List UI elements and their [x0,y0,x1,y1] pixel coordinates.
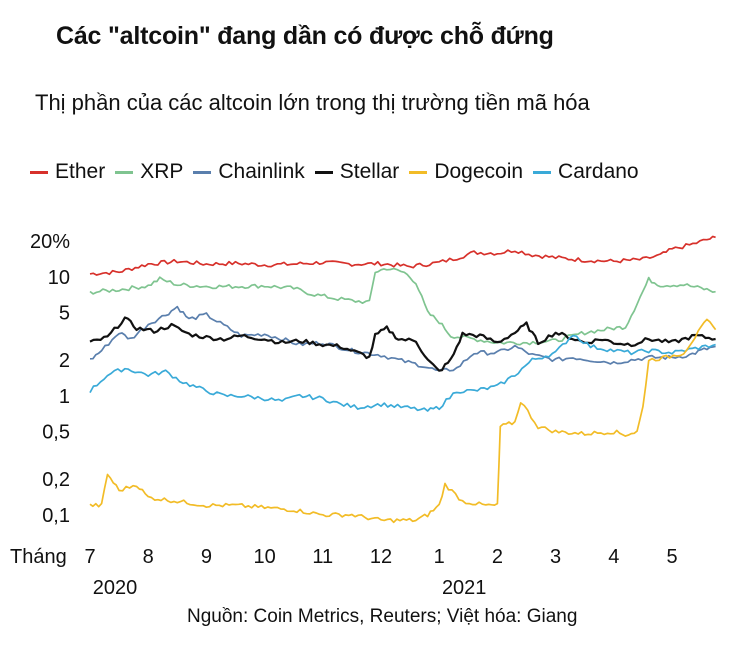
y-tick-label: 2 [59,350,70,372]
legend-item-dogecoin: Dogecoin [409,160,523,184]
x-year-label: 2020 [93,577,138,599]
series-line-dogecoin [89,318,717,524]
legend-swatch-stellar [314,170,333,174]
source-note: Nguồn: Coin Metrics, Reuters; Việt hóa: … [187,606,578,627]
legend-item-xrp: XRP [115,160,183,184]
x-axis-prefix: Tháng [10,546,67,568]
legend-label-xrp: XRP [140,160,184,183]
legend-label-chainlink: Chainlink [218,160,305,183]
legend-swatch-dogecoin [409,170,428,174]
legend-label-dogecoin: Dogecoin [434,160,524,183]
y-tick-label: 10 [48,267,70,289]
x-tick-label: 7 [84,546,95,568]
series-line-ether [89,235,716,276]
legend-swatch-chainlink [193,170,212,174]
x-tick-label: 3 [550,546,561,568]
chart-subtitle: Thị phần của các altcoin lớn trong thị t… [35,90,590,115]
series-line-xrp [89,267,716,346]
legend-swatch-cardano [533,170,552,174]
y-tick-label: 20% [30,231,70,253]
chart-title: Các "altcoin" đang dần có được chỗ đứng [56,22,554,50]
legend-label-ether: Ether [55,160,106,183]
legend-item-cardano: Cardano [533,160,639,184]
x-tick-label: 5 [666,546,677,568]
x-year-label: 2021 [442,577,487,599]
y-tick-label: 5 [59,303,70,325]
x-tick-label: 8 [143,546,154,568]
legend-item-ether: Ether [30,160,105,184]
legend-swatch-xrp [115,170,134,174]
legend-label-stellar: Stellar [339,160,400,183]
y-tick-label: 0,5 [42,422,70,444]
series-line-stellar [89,316,716,372]
legend-label-cardano: Cardano [558,160,639,183]
x-tick-label: 1 [434,546,445,568]
series-line-cardano [89,334,716,412]
legend: Ether XRP Chainlink Stellar Dogecoin Car… [30,157,649,187]
x-tick-label: 4 [608,546,619,568]
series-line-chainlink [89,305,716,372]
x-tick-label: 12 [370,546,392,568]
legend-item-chainlink: Chainlink [193,160,305,184]
legend-swatch-ether [30,170,48,174]
legend-item-stellar: Stellar [314,160,400,184]
x-tick-label: 2 [492,546,503,568]
x-tick-label: 11 [312,546,333,568]
y-tick-label: 1 [59,386,70,408]
y-tick-label: 0,2 [42,469,70,491]
x-tick-label: 9 [201,546,212,568]
x-tick-label: 10 [253,546,275,568]
y-tick-label: 0,1 [42,505,70,527]
